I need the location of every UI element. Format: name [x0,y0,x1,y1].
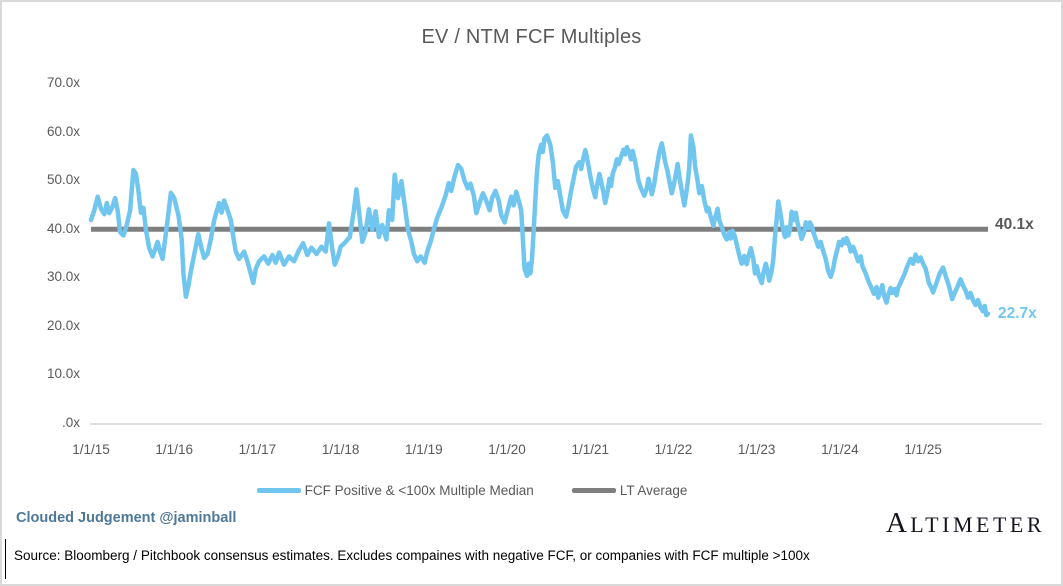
y-tick-label: 30.0x [46,269,80,285]
y-tick-label: .0x [61,415,80,430]
byline: Clouded Judgement @jaminball [16,510,237,526]
y-tick-label: 40.0x [46,220,80,236]
x-tick-label: 1/1/20 [488,442,526,457]
x-tick-label: 1/1/23 [737,442,776,457]
y-tick-label: 70.0x [46,75,80,90]
source-box-left-border [5,539,6,579]
legend-label: LT Average [619,483,688,498]
source-note: Source: Bloomberg / Pitchbook consensus … [14,548,810,563]
lt-average-value-label: 40.1x [995,216,1034,233]
x-tick-label: 1/1/22 [654,442,693,457]
latest-value-label: 22.7x [998,305,1037,322]
legend-line-swatch [256,488,301,493]
chart-legend: FCF Positive & <100x Multiple Median LT A… [122,483,822,498]
x-tick-label: 1/1/17 [238,442,277,457]
y-tick-label: 60.0x [46,123,80,139]
x-tick-label: 1/1/21 [571,442,610,457]
legend-item: LT Average [571,483,688,498]
fcf-multiple-median-line [88,133,991,318]
x-tick-label: 1/1/16 [155,442,193,457]
x-tick-label: 1/1/24 [821,442,859,457]
legend-item: FCF Positive & <100x Multiple Median [256,483,534,498]
x-tick-label: 1/1/15 [72,442,110,457]
x-tick-label: 1/1/18 [321,442,360,457]
legend-label: FCF Positive & <100x Multiple Median [304,483,534,498]
y-tick-label: 20.0x [46,317,80,333]
legend-line-swatch [571,488,616,493]
chart-title: EV / NTM FCF Multiples [421,26,642,48]
x-tick-label: 1/1/25 [904,442,942,457]
altimeter-logo: ALTIMETER [885,507,1045,539]
x-tick-label: 1/1/19 [405,442,443,457]
y-tick-label: 50.0x [46,172,80,188]
y-tick-label: 10.0x [46,366,80,382]
